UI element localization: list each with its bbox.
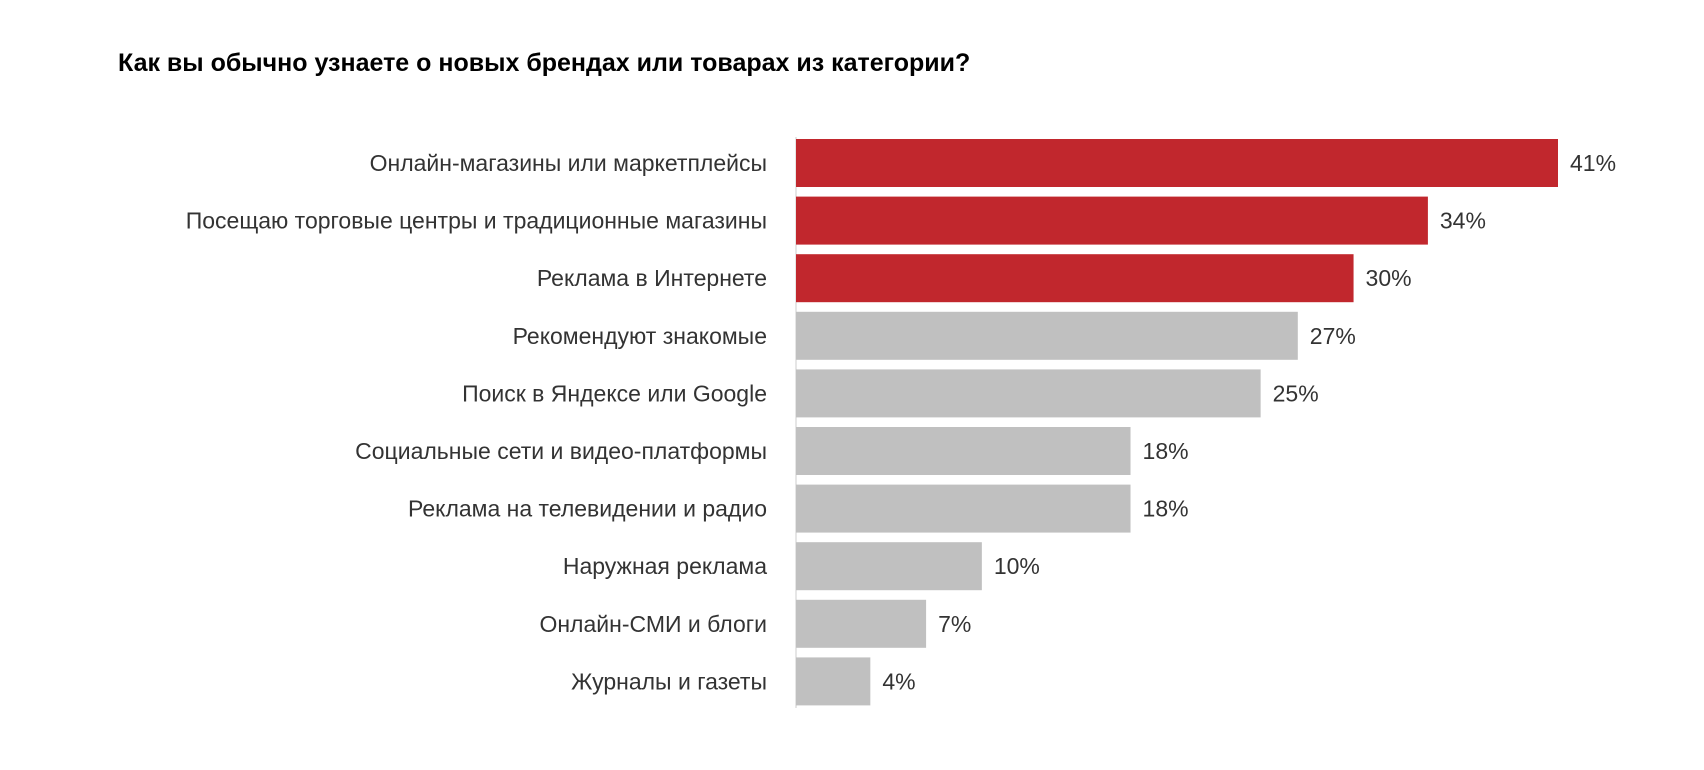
category-label: Реклама в Интернете: [537, 265, 767, 291]
category-label: Посещаю торговые центры и традиционные м…: [186, 208, 767, 234]
category-label: Социальные сети и видео-платформы: [355, 438, 767, 464]
category-label: Поиск в Яндексе или Google: [462, 380, 767, 406]
category-label: Журналы и газеты: [571, 668, 767, 694]
value-label: 27%: [1310, 323, 1356, 349]
value-label: 18%: [1143, 438, 1189, 464]
category-label: Наружная реклама: [563, 553, 767, 579]
value-label: 18%: [1143, 496, 1189, 522]
value-label: 7%: [938, 611, 971, 637]
category-label: Рекомендуют знакомые: [513, 323, 767, 349]
bar: [796, 139, 1558, 187]
bar: [796, 484, 1131, 533]
bar: [796, 254, 1354, 303]
bar: [796, 427, 1131, 475]
value-label: 10%: [994, 553, 1040, 579]
bar: [796, 196, 1428, 245]
bar: [796, 657, 871, 706]
value-label: 30%: [1366, 265, 1412, 291]
value-label: 34%: [1440, 208, 1486, 234]
value-label: 25%: [1273, 380, 1319, 406]
bars-group: Онлайн-магазины или маркетплейсы 41% Посещ…: [186, 139, 1616, 706]
value-label: 41%: [1570, 150, 1616, 176]
category-label: Онлайн-СМИ и блоги: [539, 611, 767, 637]
bar: [796, 369, 1261, 418]
bar: [796, 542, 982, 591]
category-label: Онлайн-магазины или маркетплейсы: [370, 150, 767, 176]
value-label: 4%: [882, 668, 915, 694]
bar: [796, 311, 1298, 360]
bar: [796, 599, 927, 648]
chart-title: Как вы обычно узнаете о новых брендах ил…: [118, 49, 970, 77]
category-label: Реклама на телевидении и радио: [408, 496, 767, 522]
